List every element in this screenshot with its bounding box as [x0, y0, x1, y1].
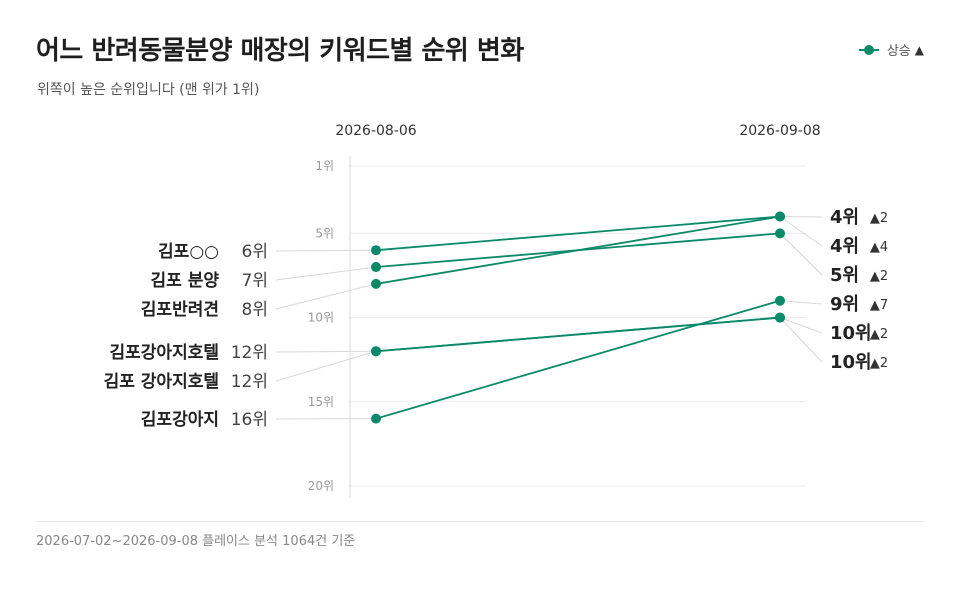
left-connector-line: [275, 350, 377, 353]
end-rank-label: 4위: [830, 236, 859, 257]
end-point: [775, 228, 785, 239]
legend: 상승 ▲: [858, 40, 924, 59]
right-connector-line: [779, 317, 823, 363]
keyword-label: 김포 강아지호텔: [104, 372, 219, 392]
change-label: ▲2: [870, 327, 888, 342]
left-connector-line: [275, 249, 377, 252]
end-rank-label: 5위: [830, 265, 859, 286]
keyword-label: 김포○○: [158, 242, 219, 262]
series-line: [375, 316, 781, 353]
keyword-label: 김포 분양: [151, 271, 220, 291]
keyword-label: 김포강아지호텔: [110, 343, 219, 363]
start-rank-label: 16위: [231, 410, 268, 430]
keyword-label: 김포강아지: [141, 410, 219, 430]
y-tick-label: 10위: [308, 311, 334, 325]
change-label: ▲4: [870, 240, 888, 255]
start-rank-label: 12위: [231, 343, 268, 363]
y-tick-label: 20위: [308, 479, 334, 493]
y-tick-label: 5위: [315, 226, 334, 240]
left-connector-line: [275, 350, 377, 382]
start-rank-label: 6위: [242, 242, 268, 262]
start-point: [371, 262, 381, 273]
start-rank-label: 8위: [242, 300, 268, 320]
x-date-label: 2026-09-08: [739, 123, 820, 139]
end-rank-label: 4위: [830, 207, 859, 228]
start-point: [371, 278, 381, 289]
right-connector-line: [779, 233, 823, 276]
keyword-label: 김포반려견: [141, 300, 219, 320]
start-rank-label: 12위: [231, 372, 268, 392]
right-connector-line: [779, 317, 823, 334]
end-rank-label: 10위: [830, 352, 872, 373]
change-label: ▲2: [870, 211, 888, 226]
change-label: ▲7: [870, 298, 888, 313]
end-point: [775, 211, 785, 222]
legend-marker-icon: [858, 44, 879, 56]
right-connector-line: [779, 216, 823, 247]
start-point: [371, 413, 381, 424]
change-label: ▲2: [870, 356, 888, 371]
y-tick-label: 15위: [308, 395, 334, 409]
footer-note: 2026-07-02~2026-09-08 플레이스 분석 1064건 기준: [36, 534, 356, 549]
legend-label: 상승: [886, 44, 911, 59]
end-rank-label: 9위: [830, 294, 859, 315]
x-date-label: 2026-08-06: [335, 123, 416, 139]
footer-divider: [36, 521, 924, 522]
y-tick-label: 1위: [315, 159, 334, 173]
end-rank-label: 10위: [830, 323, 872, 344]
start-rank-label: 7위: [242, 271, 268, 291]
end-point: [775, 312, 785, 323]
start-point: [371, 245, 381, 256]
series-line: [375, 215, 781, 285]
left-connector-line: [275, 266, 377, 281]
left-connector-line: [275, 283, 377, 310]
end-point: [775, 295, 785, 306]
chart-title: 어느 반려동물분양 매장의 키워드별 순위 변화: [36, 36, 524, 66]
start-point: [371, 346, 381, 357]
legend-up-arrow-icon: ▲: [914, 42, 924, 57]
series-line: [375, 215, 781, 252]
series-line: [375, 299, 781, 420]
change-label: ▲2: [870, 269, 888, 284]
right-connector-line: [779, 300, 823, 305]
chart-subtitle: 위쪽이 높은 순위입니다 (맨 위가 1위): [37, 82, 260, 98]
